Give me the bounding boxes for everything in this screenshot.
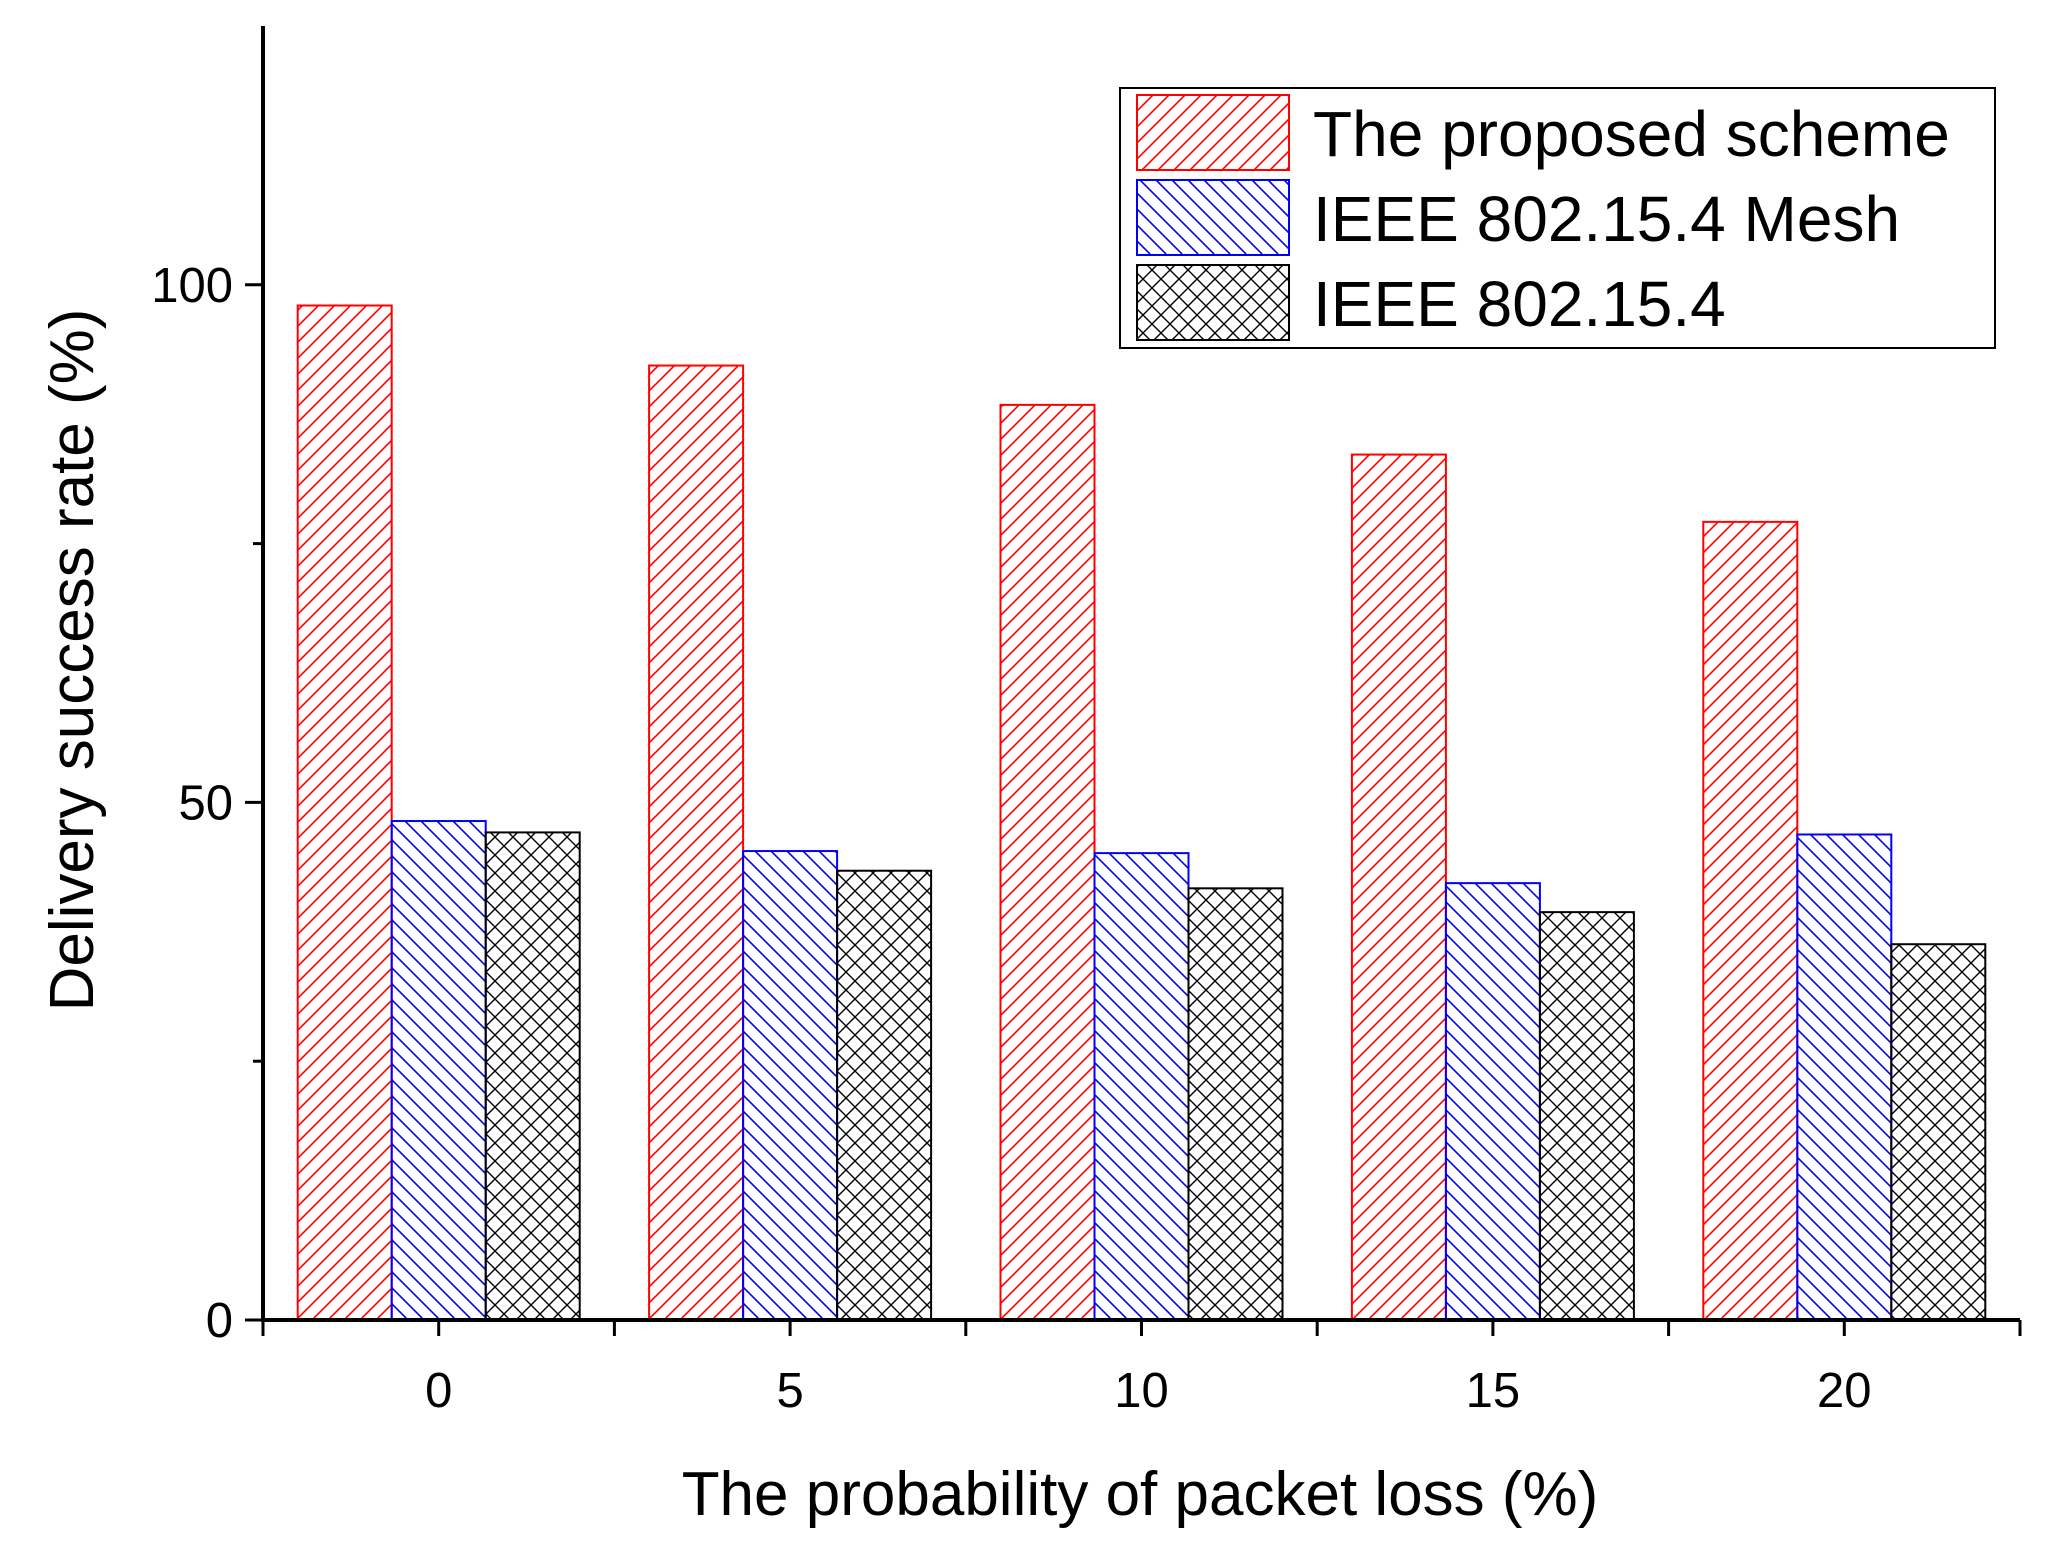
x-axis-label: The probability of packet loss (%) xyxy=(682,1460,1599,1529)
bar-ieee-802-15-4-mesh-5 xyxy=(742,850,839,1321)
legend-label-ieee-802-15-4: IEEE 802.15.4 xyxy=(1313,268,1726,340)
bar-the-proposed-scheme-10 xyxy=(999,403,1096,1322)
bar-the-proposed-scheme-20 xyxy=(1702,520,1799,1321)
y-tick-label-100: 100 xyxy=(151,259,233,313)
bar-ieee-802-15-4-mesh-10 xyxy=(1093,852,1190,1322)
bar-ieee-802-15-4-mesh-0 xyxy=(390,820,487,1322)
bar-the-proposed-scheme-0 xyxy=(296,304,393,1321)
y-tick-label-0: 0 xyxy=(206,1294,233,1348)
bar-ieee-802-15-4-0 xyxy=(484,831,581,1321)
axes-layer: 0 50 100 0 5 10 15 20 xyxy=(151,26,2022,1418)
x-tick-label-15: 15 xyxy=(1466,1364,1521,1418)
legend: The proposed scheme IEEE 802.15.4 Mesh I… xyxy=(1119,87,1996,349)
legend-swatch-ieee-802-15-4 xyxy=(1136,264,1290,341)
legend-swatch-proposed-scheme xyxy=(1136,94,1290,171)
x-tick-label-20: 20 xyxy=(1817,1364,1872,1418)
x-tick-label-5: 5 xyxy=(776,1364,803,1418)
y-tick-label-50: 50 xyxy=(178,776,233,830)
x-tick-label-0: 0 xyxy=(425,1364,452,1418)
legend-label-proposed-scheme: The proposed scheme xyxy=(1313,98,1950,170)
bar-ieee-802-15-4-mesh-15 xyxy=(1444,882,1541,1322)
legend-label-ieee-802-15-4-mesh: IEEE 802.15.4 Mesh xyxy=(1313,183,1900,255)
y-axis-label: Delivery success rate (%) xyxy=(38,309,107,1012)
bar-the-proposed-scheme-5 xyxy=(648,364,745,1321)
bar-ieee-802-15-4-15 xyxy=(1538,911,1635,1322)
bar-ieee-802-15-4-20 xyxy=(1890,943,1987,1321)
legend-swatch-ieee-802-15-4-mesh xyxy=(1136,179,1290,256)
bars-layer xyxy=(296,304,1987,1322)
bar-ieee-802-15-4-5 xyxy=(836,869,933,1321)
x-tick-label-10: 10 xyxy=(1114,1364,1169,1418)
bar-ieee-802-15-4-mesh-20 xyxy=(1796,833,1893,1321)
bar-the-proposed-scheme-15 xyxy=(1350,453,1447,1321)
bar-ieee-802-15-4-10 xyxy=(1187,887,1284,1321)
